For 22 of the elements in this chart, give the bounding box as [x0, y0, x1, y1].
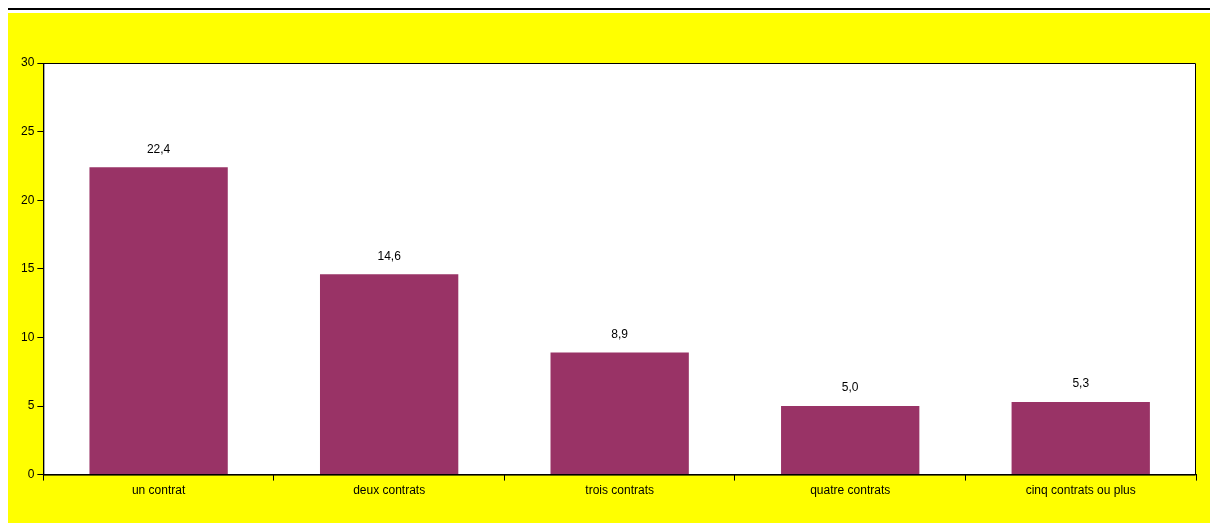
data-label: 5,0 — [841, 380, 859, 395]
bar — [781, 406, 920, 475]
bar — [1011, 401, 1150, 475]
x-tick-label: cinq contrats ou plus — [1025, 483, 1136, 498]
x-tick-label: quatre contrats — [810, 483, 891, 498]
x-tick-label: deux contrats — [353, 483, 426, 498]
y-tick-label: 0 — [27, 466, 35, 481]
y-tick-label: 30 — [20, 55, 35, 70]
y-tick-label: 5 — [27, 398, 35, 413]
bar — [319, 274, 459, 475]
data-label: 5,3 — [1072, 376, 1090, 391]
bar — [89, 167, 228, 475]
x-tick-label: un contrat — [131, 483, 186, 498]
y-tick-label: 25 — [20, 123, 35, 138]
bar — [550, 352, 689, 475]
x-tick-label: trois contrats — [585, 483, 655, 498]
data-label: 14,6 — [377, 248, 402, 263]
y-tick-label: 20 — [20, 192, 35, 207]
y-tick-label: 10 — [20, 329, 35, 344]
y-tick-label: 15 — [20, 261, 35, 276]
data-label: 8,9 — [611, 326, 629, 341]
data-label: 22,4 — [146, 141, 171, 156]
